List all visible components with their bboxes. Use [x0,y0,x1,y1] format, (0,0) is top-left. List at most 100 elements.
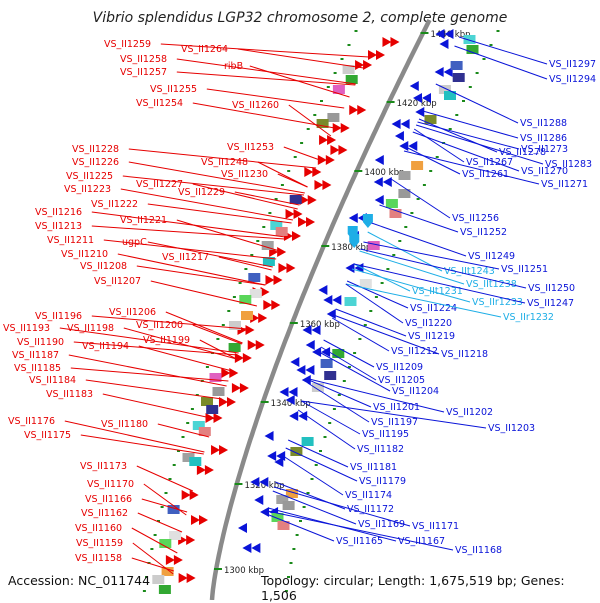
leader-line-left [91,315,248,330]
gene-label-right: VS_IIt1238 [466,279,517,290]
leader-line-right [308,379,372,408]
leader-line-right [351,268,471,303]
tick-mark-54 [190,408,194,410]
leader-line-left [122,175,305,196]
tick-mark-9 [468,86,472,88]
leader-line-right [458,36,548,65]
forward-gene-arrow-b-6 [330,145,340,155]
tick-mark-58 [181,436,185,438]
feature-block-left-12 [239,295,252,304]
gene-label-left: VS_II1166 [85,494,132,505]
gene-label-left: VS_II1254 [136,98,183,109]
leader-line-right [323,339,375,368]
gene-label-left: VS_II1211 [47,235,94,246]
feature-block-left-27 [161,567,174,576]
tick-mark-4 [340,58,344,60]
feature-block-right-6 [424,115,437,124]
gene-label-left: VS_II1196 [35,311,82,322]
feature-block-left-18 [201,397,213,406]
reverse-gene-arrow-11 [374,195,384,205]
gene-label-left: VS_II1222 [91,199,138,210]
reverse-gene-arrow-b-10 [382,177,392,187]
leader-line-right [360,248,527,289]
feature-block-left-28 [152,575,165,584]
gene-label-right: VS_II1220 [405,318,452,329]
leader-line-left [102,393,216,420]
genome-backbone [209,18,432,600]
tick-mark-72 [153,534,157,536]
leader-line-right [320,346,377,381]
gene-label-left: VS_II1193 [3,323,50,334]
gene-label-left: VS_II1227 [136,179,183,190]
reverse-gene-arrow-30 [250,477,260,487]
gene-label-right: VS_II1179 [359,476,406,487]
leader-line-left [68,354,227,387]
gene-label-left: VS_II1229 [178,187,225,198]
reverse-gene-arrow-27 [264,431,274,441]
reverse-gene-arrow-19 [305,340,315,350]
reverse-gene-arrow-22 [296,365,306,375]
feature-block-left-5 [289,195,302,204]
feature-block-right-21 [285,489,298,498]
forward-gene-arrow-10 [307,195,317,205]
leader-line-left [80,434,204,455]
leader-line-left [136,265,266,286]
gene-label-right: VS_II1224 [410,303,457,314]
tick-mark-59 [323,436,327,438]
gene-label-right: VS_II1201 [373,402,420,413]
feature-block-right-8 [398,171,411,180]
forward-gene-arrow-0 [390,37,400,47]
reverse-gene-arrow-16 [323,295,333,305]
tick-mark-63 [314,464,318,466]
leader-line-left [277,173,308,188]
forward-gene-arrow-b-2 [355,60,365,70]
tick-mark-29 [404,226,408,228]
tick-mark-7 [475,72,479,74]
gene-label-right: VS_II1261 [462,169,509,180]
forward-gene-arrow-b-3 [349,105,359,115]
reverse-gene-arrow-4 [412,93,422,103]
gene-label-left: VS_II1199 [143,335,190,346]
feature-block-left-14 [229,321,241,330]
gene-label-left: VS_II1185 [14,363,61,374]
scale-label-2: 1400 kbp [364,168,404,178]
forward-gene-arrow-28 [204,465,214,475]
leader-line-right [367,231,443,272]
gene-label-left: ugpC [122,237,147,248]
tick-mark-24 [274,198,278,200]
gene-label-left: VS_II1180 [101,419,148,430]
leader-line-left [160,43,370,58]
tick-mark-8 [326,86,330,88]
forward-gene-arrow-3 [357,105,367,115]
feature-block-right-17 [324,371,337,380]
forward-gene-arrow-b-11 [285,209,295,219]
gene-label-left: ribB [224,61,243,72]
forward-gene-arrow-b-29 [181,490,191,500]
forward-gene-arrow-b-5 [319,135,329,145]
feature-block-right-10 [385,199,398,208]
tick-mark-36 [238,282,242,284]
leader-line-right [363,241,500,270]
leader-line-right [345,283,404,324]
leader-line-left [91,225,285,240]
leader-line-left [237,48,364,69]
gene-label-left: VS_II1187 [12,350,59,361]
topology-label: Topology: circular; Length: 1,675,519 bp… [261,573,565,603]
gene-label-right: VS_IIt1231 [412,286,463,297]
forward-gene-arrow-b-30 [190,515,200,525]
leader-line-right [435,83,519,124]
forward-gene-arrow-9 [322,180,332,190]
leader-line-left [234,191,300,206]
gene-label-right: VS_II1195 [362,429,409,440]
tick-mark-62 [172,464,176,466]
reverse-gene-arrow-b-24 [288,387,298,397]
tick-mark-69 [302,506,306,508]
tick-mark-71 [299,520,302,522]
reverse-gene-arrow-b-34 [251,543,261,553]
reverse-gene-arrow-b-22 [305,365,315,375]
leader-line-right [273,486,411,527]
tick-mark-77 [289,562,293,564]
gene-label-right: VS_II1165 [336,536,383,547]
gene-label-left: VS_II1217 [162,252,209,263]
feature-block-left-6 [270,221,283,230]
